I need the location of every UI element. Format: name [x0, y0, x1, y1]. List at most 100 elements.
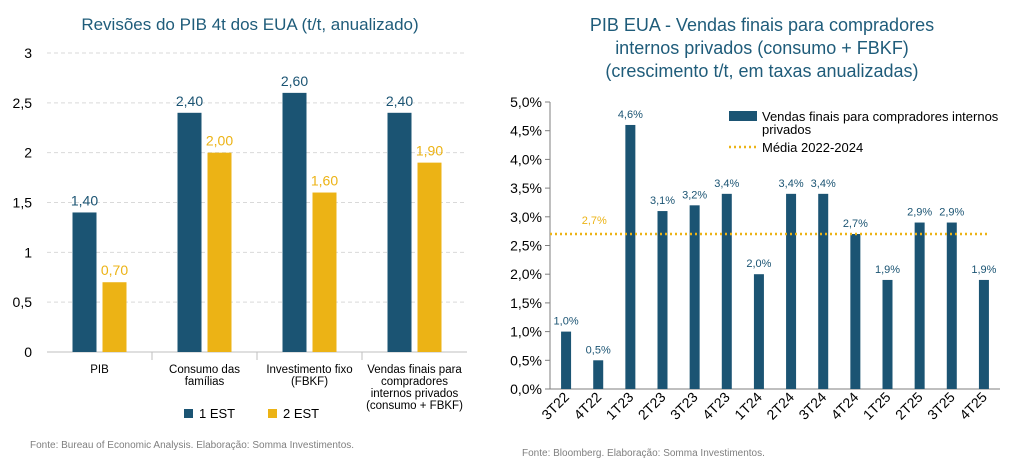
- legend-swatch: [184, 409, 193, 418]
- bar: [882, 279, 893, 389]
- bar: [102, 282, 127, 352]
- y-tick-label: 3,5%: [510, 180, 542, 196]
- x-category-label: (FBKF): [291, 376, 328, 388]
- right-title-line: internos privados (consumo + FBKF): [615, 38, 909, 58]
- y-tick-label: 0: [24, 344, 32, 360]
- bar: [753, 274, 764, 389]
- data-label: 1,60: [311, 173, 338, 189]
- y-tick-label: 2,0%: [510, 266, 542, 282]
- bar: [387, 112, 412, 352]
- data-label: 3,4%: [714, 178, 739, 190]
- data-label: 2,9%: [939, 207, 964, 219]
- x-category-label: internos privados: [371, 388, 459, 400]
- data-label: 1,40: [71, 192, 98, 208]
- x-category-label: 4T22: [570, 389, 604, 423]
- data-label: 2,00: [206, 133, 233, 149]
- legend-label: 2 EST: [283, 406, 319, 421]
- right-title-line: PIB EUA - Vendas finais para compradores: [589, 15, 935, 35]
- y-tick-label: 4,5%: [510, 123, 542, 139]
- y-tick-label: 2: [24, 145, 32, 161]
- data-label: 2,9%: [907, 207, 932, 219]
- x-category-label: 4T24: [828, 389, 862, 423]
- bar: [786, 193, 797, 389]
- y-tick-label: 1,0%: [510, 324, 542, 340]
- data-label: 2,7%: [843, 218, 868, 230]
- data-label: 3,2%: [682, 189, 707, 201]
- x-category-label: (consumo + FBKF): [366, 400, 463, 412]
- average-line-label: 2,7%: [582, 215, 607, 227]
- x-category-label: 3T23: [667, 389, 701, 423]
- data-label: 0,5%: [586, 344, 611, 356]
- legend-label: privados: [762, 122, 812, 137]
- y-tick-label: 3,0%: [510, 209, 542, 225]
- legend-label: 1 EST: [199, 406, 235, 421]
- x-category-label: 3T24: [795, 389, 829, 423]
- x-category-label: 2T24: [763, 389, 797, 423]
- y-tick-label: 4,0%: [510, 151, 542, 167]
- bar: [207, 152, 232, 352]
- y-tick-label: 5,0%: [510, 94, 542, 110]
- x-category-label: Vendas finais para: [367, 364, 462, 376]
- left-chart-source: Fonte: Bureau of Economic Analysis. Elab…: [30, 440, 355, 451]
- x-category-label: 3T25: [924, 389, 958, 423]
- bar: [721, 193, 732, 389]
- data-label: 2,40: [176, 93, 203, 109]
- right-chart-svg: 0,0% 0,5% 1,0% 1,5% 2,0% 2,5% 3,0% 3,5% 4,0% 4,5%…: [510, 94, 1000, 423]
- data-label: 3,4%: [811, 178, 836, 190]
- legend-label: Média 2022-2024: [762, 140, 863, 155]
- bar: [72, 212, 97, 352]
- bar: [914, 222, 925, 389]
- x-category-label: 4T23: [699, 389, 733, 423]
- data-label: 3,4%: [779, 178, 804, 190]
- data-label: 2,60: [281, 73, 308, 89]
- bar: [312, 192, 337, 352]
- bar: [282, 92, 307, 352]
- data-label: 4,6%: [618, 109, 643, 121]
- data-label: 2,40: [386, 93, 413, 109]
- bar: [177, 112, 202, 352]
- x-category-label: 1T23: [603, 389, 637, 423]
- right-title-line: (crescimento t/t, em taxas anualizadas): [605, 61, 919, 81]
- x-category-label: 2T25: [892, 389, 926, 423]
- legend-swatch: [268, 409, 277, 418]
- x-category-label: 3T22: [538, 389, 572, 423]
- data-label: 3,1%: [650, 195, 675, 207]
- x-category-label: Investimento fixo: [266, 364, 352, 376]
- bar: [978, 279, 989, 389]
- left-chart-panel: Revisões do PIB 4t dos EUA (t/t, anualiz…: [0, 0, 500, 467]
- x-category-label: 1T24: [731, 389, 765, 423]
- bar: [818, 193, 829, 389]
- y-tick-label: 0,5: [13, 294, 33, 310]
- y-tick-label: 0,0%: [510, 381, 542, 397]
- left-chart-title: Revisões do PIB 4t dos EUA (t/t, anualiz…: [81, 15, 419, 34]
- bar: [417, 162, 442, 352]
- bar: [850, 234, 861, 389]
- data-label: 1,9%: [875, 264, 900, 276]
- x-category-label: Consumo das: [169, 364, 240, 376]
- x-category-label: famílias: [185, 376, 225, 388]
- data-label: 0,70: [101, 262, 128, 278]
- bar: [593, 360, 604, 389]
- data-label: 1,90: [416, 143, 443, 159]
- right-chart-panel: PIB EUA - Vendas finais para compradores…: [500, 0, 1024, 467]
- right-chart-title: PIB EUA - Vendas finais para compradores…: [500, 14, 1024, 83]
- x-category-label: compradores: [381, 376, 448, 388]
- data-label: 1,9%: [971, 264, 996, 276]
- bar: [946, 222, 957, 389]
- data-label: 2,0%: [746, 258, 771, 270]
- left-chart-svg: 0 0,5 1 1,5 2 2,5 3 1,40 2,40 2,60 2,40 0,70 2,00 1,6…: [13, 45, 467, 421]
- legend-swatch: [729, 111, 757, 121]
- x-category-label: 1T25: [860, 389, 894, 423]
- y-tick-label: 1,5: [13, 195, 33, 211]
- y-tick-label: 1,5%: [510, 295, 542, 311]
- bar: [657, 211, 668, 389]
- legend-label: Vendas finais para compradores internos: [762, 109, 999, 124]
- data-label: 1,0%: [554, 316, 579, 328]
- y-tick-label: 3: [24, 45, 32, 61]
- bar: [561, 331, 572, 389]
- x-category-label: 2T23: [635, 389, 669, 423]
- x-category-label: 4T25: [956, 389, 990, 423]
- bar: [689, 205, 700, 389]
- y-tick-label: 0,5%: [510, 352, 542, 368]
- y-tick-label: 1: [24, 244, 32, 260]
